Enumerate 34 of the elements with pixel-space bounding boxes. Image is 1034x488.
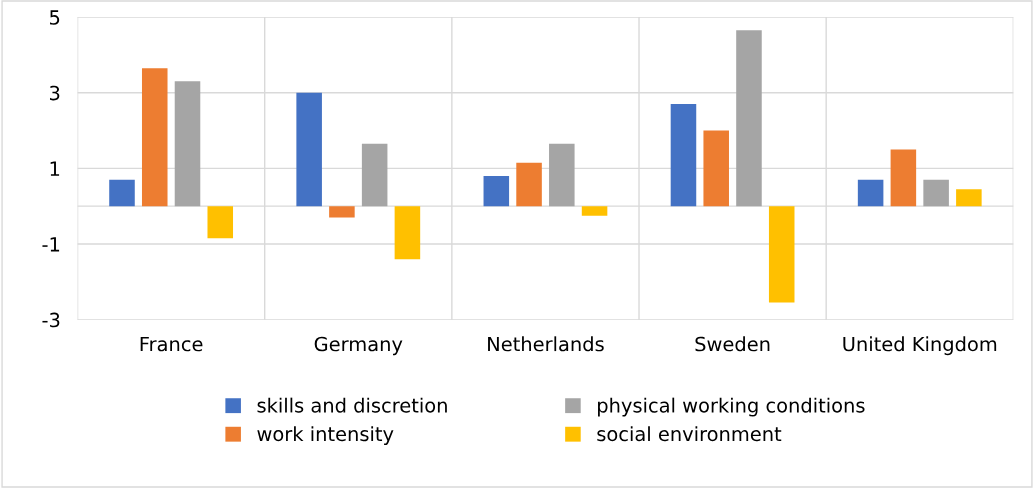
legend-label: physical working conditions [598,397,865,417]
y-tick-label: -3 [42,312,60,328]
y-tick-label: 5 [50,10,60,25]
bar [394,206,421,260]
y-tick-label: 1 [50,161,60,176]
bar [329,206,355,218]
bar [483,175,510,207]
legend-label: work intensity [257,426,394,446]
y-tick-label: 3 [49,85,60,101]
bar [670,104,697,207]
bar [890,149,917,207]
legend-label: social environment [597,426,782,442]
y-tick-label: -1 [42,237,60,252]
bar [857,179,884,207]
bar [141,68,168,207]
bar [296,92,322,207]
bar [703,130,729,207]
bar [109,179,135,207]
bar [174,81,201,207]
bar [516,162,542,207]
bar [549,143,575,207]
x-tick-label: Netherlands [488,336,604,352]
bar [581,206,608,216]
bar [923,179,949,207]
x-tick-label: United Kingdom [843,336,997,356]
bar [207,206,234,239]
x-tick-label: France [140,336,203,352]
x-tick-label: Germany [314,336,403,356]
bar [956,189,982,207]
legend-label: skills and discretion [257,397,447,413]
bar [361,143,388,207]
bar [736,30,762,207]
x-tick-label: Sweden [695,336,770,352]
bar [768,206,795,303]
